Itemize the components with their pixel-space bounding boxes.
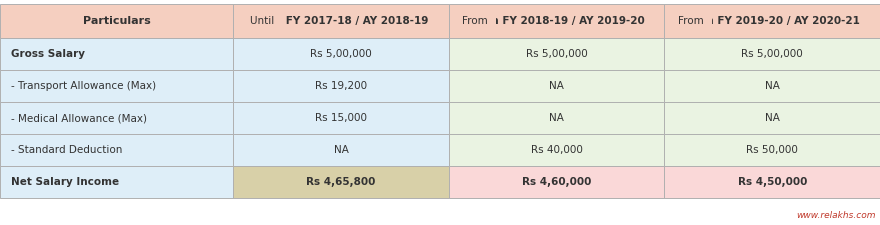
Bar [664, 4, 880, 38]
Bar [664, 102, 880, 134]
Bar [673, 8, 712, 34]
Bar [233, 38, 449, 70]
Text: Gross Salary: Gross Salary [11, 49, 84, 59]
Text: NA: NA [334, 145, 348, 155]
Bar [664, 166, 880, 198]
Text: NA: NA [765, 113, 780, 123]
Text: Until FY 2017-18 / AY 2018-19: Until FY 2017-18 / AY 2018-19 [253, 16, 429, 26]
Bar [664, 38, 880, 70]
Text: NA: NA [549, 113, 564, 123]
Bar [0, 4, 233, 38]
Text: From: From [462, 16, 491, 26]
Text: Rs 50,000: Rs 50,000 [746, 145, 798, 155]
Bar [449, 102, 664, 134]
Text: Rs 4,60,000: Rs 4,60,000 [522, 177, 591, 187]
Text: From: From [678, 16, 707, 26]
Text: Rs 40,000: Rs 40,000 [531, 145, 583, 155]
Bar [458, 8, 496, 34]
Bar [449, 134, 664, 166]
Text: From FY 2018-19 / AY 2019-20: From FY 2018-19 / AY 2019-20 [469, 16, 644, 26]
Text: Rs 4,65,800: Rs 4,65,800 [306, 177, 376, 187]
Bar [664, 134, 880, 166]
Bar [233, 102, 449, 134]
Text: - Standard Deduction: - Standard Deduction [11, 145, 122, 155]
Bar [0, 70, 233, 102]
Text: Rs 5,00,000: Rs 5,00,000 [525, 49, 588, 59]
Bar [0, 38, 233, 70]
Text: Rs 19,200: Rs 19,200 [315, 81, 367, 91]
Bar [233, 166, 449, 198]
Bar [0, 166, 233, 198]
Text: Net Salary Income: Net Salary Income [11, 177, 119, 187]
Bar [233, 4, 449, 38]
Text: NA: NA [549, 81, 564, 91]
Text: Particulars: Particulars [83, 16, 150, 26]
Bar [233, 70, 449, 102]
Text: Until: Until [250, 16, 278, 26]
Bar [0, 102, 233, 134]
Bar [449, 38, 664, 70]
Text: - Medical Allowance (Max): - Medical Allowance (Max) [11, 113, 147, 123]
Bar [233, 134, 449, 166]
Text: From FY 2019-20 / AY 2020-21: From FY 2019-20 / AY 2020-21 [685, 16, 860, 26]
Bar [0, 134, 233, 166]
Bar [449, 70, 664, 102]
Text: Rs 4,50,000: Rs 4,50,000 [737, 177, 807, 187]
Bar [449, 166, 664, 198]
Text: www.relakhs.com: www.relakhs.com [796, 212, 876, 220]
Bar [664, 70, 880, 102]
Text: Rs 5,00,000: Rs 5,00,000 [310, 49, 372, 59]
Text: - Transport Allowance (Max): - Transport Allowance (Max) [11, 81, 156, 91]
Text: Rs 5,00,000: Rs 5,00,000 [741, 49, 803, 59]
Bar [449, 4, 664, 38]
Text: NA: NA [765, 81, 780, 91]
Bar [242, 8, 286, 34]
Text: Rs 15,000: Rs 15,000 [315, 113, 367, 123]
